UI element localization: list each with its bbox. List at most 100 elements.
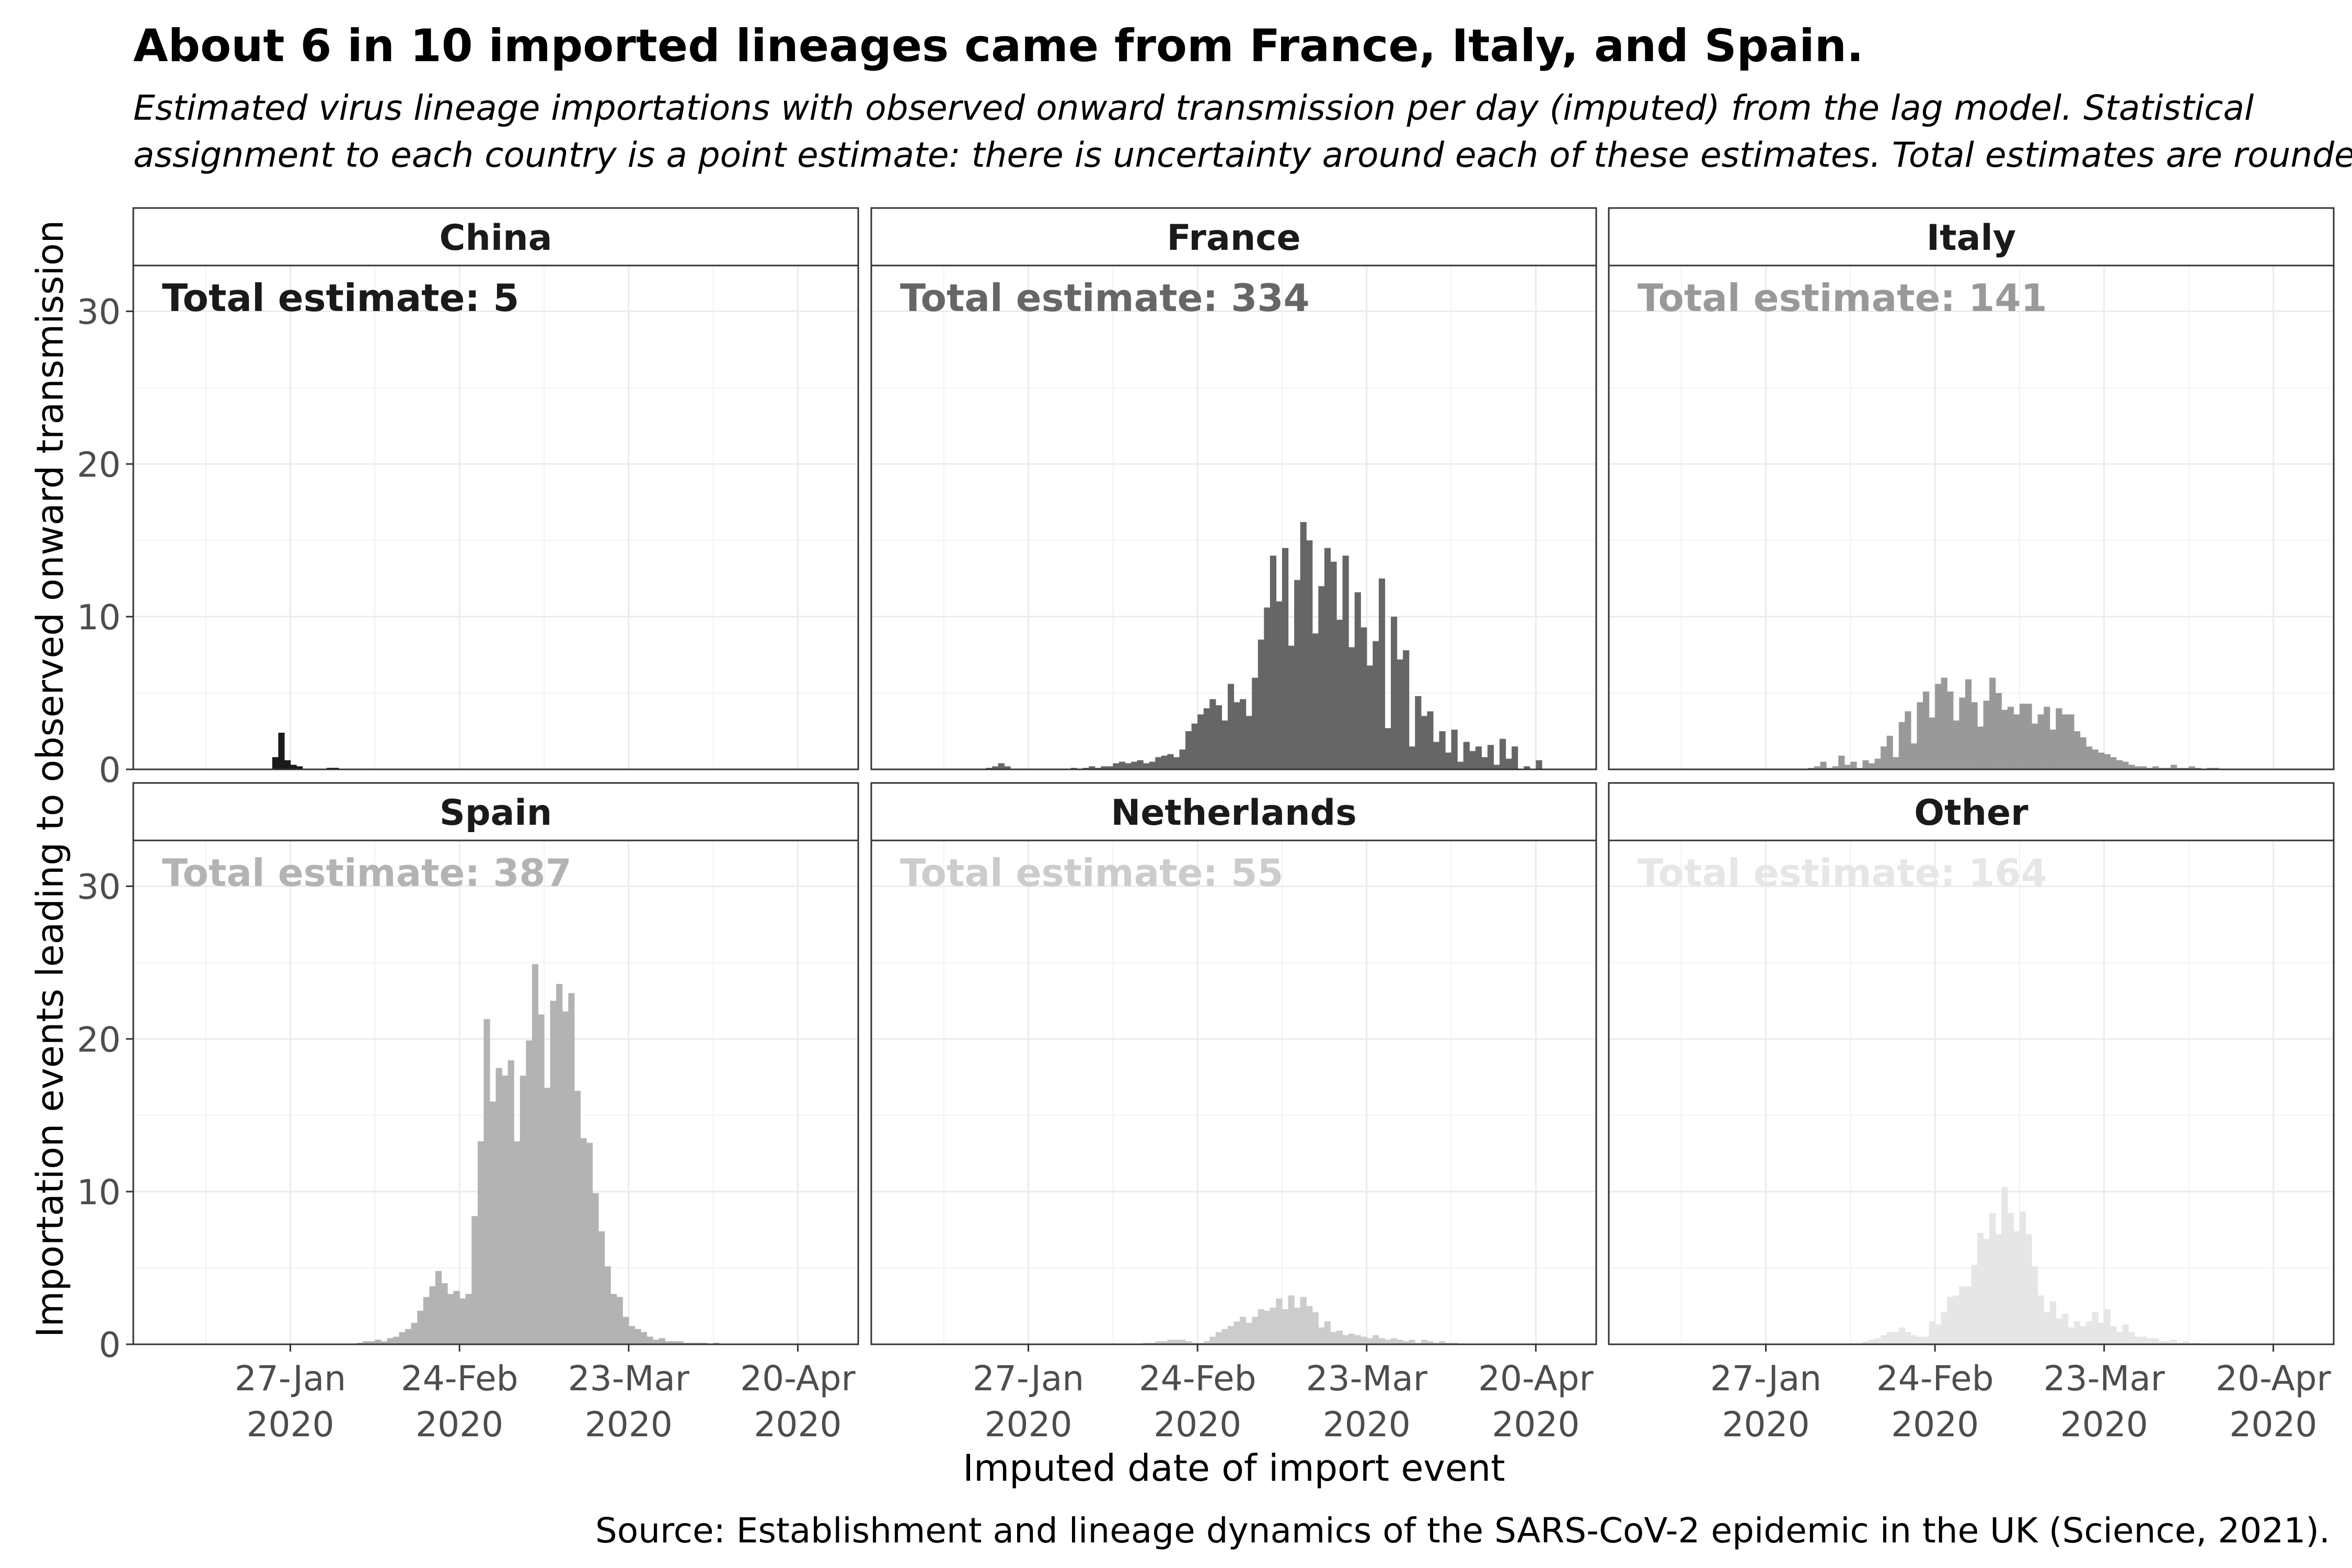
- bar-france: [1463, 742, 1470, 769]
- bar-france: [1427, 711, 1434, 769]
- x-tick-label-year: 2020: [754, 1404, 841, 1445]
- bar-netherlands: [1403, 1341, 1410, 1344]
- bar-other: [1995, 1234, 2002, 1344]
- y-tick-label: 0: [99, 750, 121, 790]
- bar-italy: [2007, 707, 2014, 769]
- bar-netherlands: [1306, 1306, 1313, 1344]
- x-axis-title: Imputed date of import event: [963, 1447, 1505, 1490]
- bar-italy: [2122, 762, 2129, 769]
- bar-other: [1959, 1286, 1966, 1344]
- bar-spain: [604, 1266, 611, 1344]
- bar-netherlands: [1252, 1317, 1259, 1344]
- bar-france: [1451, 730, 1458, 769]
- bar-spain: [483, 1019, 490, 1344]
- bar-france: [1149, 762, 1156, 769]
- bar-spain: [616, 1297, 623, 1344]
- bar-other: [1874, 1338, 1881, 1344]
- bar-france: [1252, 677, 1259, 769]
- bar-netherlands: [1173, 1340, 1180, 1344]
- bar-france: [1475, 746, 1482, 769]
- bar-italy: [2037, 714, 2044, 769]
- bar-spain: [375, 1340, 382, 1344]
- bar-france: [1354, 592, 1361, 769]
- bar-france: [1131, 762, 1138, 769]
- bar-italy: [1953, 720, 1959, 769]
- total-estimate-italy: Total estimate: 141: [1638, 276, 2047, 320]
- facet-label-other: Other: [1914, 792, 2028, 834]
- bar-italy: [2128, 765, 2135, 769]
- bar-france: [1161, 755, 1168, 769]
- facet-label-italy: Italy: [1927, 217, 2016, 259]
- bar-italy: [1881, 746, 1887, 769]
- bar-spain: [368, 1341, 375, 1344]
- facet-panel-border: [132, 264, 859, 770]
- bar-france: [1318, 586, 1325, 769]
- facet-strip-italy: [1608, 207, 2335, 267]
- bar-france: [1294, 580, 1301, 769]
- bar-france: [1137, 760, 1144, 769]
- bar-netherlands: [1270, 1307, 1277, 1344]
- bar-france: [1106, 766, 1113, 769]
- bar-spain: [592, 1193, 599, 1344]
- bar-other: [2032, 1266, 2038, 1344]
- bar-italy: [2013, 714, 2020, 769]
- x-tick-label: 27-Jan: [1710, 1358, 1821, 1399]
- bar-netherlands: [1179, 1340, 1186, 1344]
- bar-other: [1923, 1336, 1930, 1344]
- facet-panel-netherlands: [871, 840, 1596, 1344]
- x-tick-label-year: 2020: [247, 1404, 335, 1445]
- bar-spain: [556, 984, 563, 1344]
- bar-spain: [647, 1336, 653, 1344]
- bar-france: [1258, 639, 1264, 769]
- bar-other: [2073, 1321, 2081, 1344]
- bar-netherlands: [1246, 1323, 1252, 1344]
- bar-italy: [1977, 727, 1984, 769]
- bar-spain: [671, 1341, 677, 1344]
- bar-italy: [1923, 691, 1930, 769]
- bar-other: [2146, 1338, 2153, 1344]
- bar-france: [1246, 716, 1252, 769]
- bar-netherlands: [1330, 1332, 1337, 1344]
- bar-spain: [471, 1216, 478, 1344]
- bar-france: [1481, 757, 1488, 769]
- bar-france: [1403, 650, 1410, 769]
- bar-spain: [514, 1141, 521, 1344]
- bar-italy: [2152, 766, 2159, 769]
- bar-other: [1917, 1336, 1923, 1344]
- x-tick-label-year: 2020: [1891, 1404, 1979, 1445]
- bar-italy: [1947, 691, 1954, 769]
- bar-spain: [495, 1068, 502, 1344]
- x-tick-label-year: 2020: [985, 1404, 1073, 1445]
- bar-other: [1953, 1295, 1959, 1344]
- bar-china: [284, 760, 291, 769]
- bar-italy: [1971, 702, 1978, 769]
- bar-italy: [2044, 707, 2050, 769]
- bar-spain: [411, 1323, 418, 1344]
- bar-spain: [574, 1091, 581, 1344]
- bar-netherlands: [1312, 1312, 1319, 1344]
- bar-spain: [447, 1294, 454, 1344]
- bar-netherlands: [1378, 1338, 1386, 1344]
- bar-netherlands: [1203, 1341, 1210, 1344]
- chart-title: About 6 in 10 imported lineages came fro…: [133, 20, 1864, 72]
- bar-netherlands: [1409, 1340, 1415, 1344]
- bar-netherlands: [1233, 1321, 1240, 1344]
- bar-italy: [1935, 684, 1942, 769]
- bar-other: [2128, 1332, 2135, 1344]
- facet-strip-netherlands: [870, 782, 1597, 841]
- bar-italy: [2140, 766, 2147, 769]
- facet-panel-other: [1609, 840, 2334, 1344]
- bar-other: [2110, 1325, 2117, 1344]
- bar-spain: [477, 1141, 484, 1344]
- bar-netherlands: [1276, 1298, 1283, 1344]
- facet-label-china: China: [440, 217, 552, 259]
- bar-other: [1862, 1341, 1869, 1344]
- facet-panel-border: [1608, 264, 2335, 770]
- total-estimate-france: Total estimate: 334: [900, 276, 1310, 320]
- bar-other: [2013, 1231, 2020, 1344]
- bar-italy: [2092, 750, 2099, 769]
- bar-france: [1155, 757, 1162, 769]
- bar-spain: [435, 1271, 442, 1344]
- x-tick-label: 20-Apr: [740, 1358, 856, 1399]
